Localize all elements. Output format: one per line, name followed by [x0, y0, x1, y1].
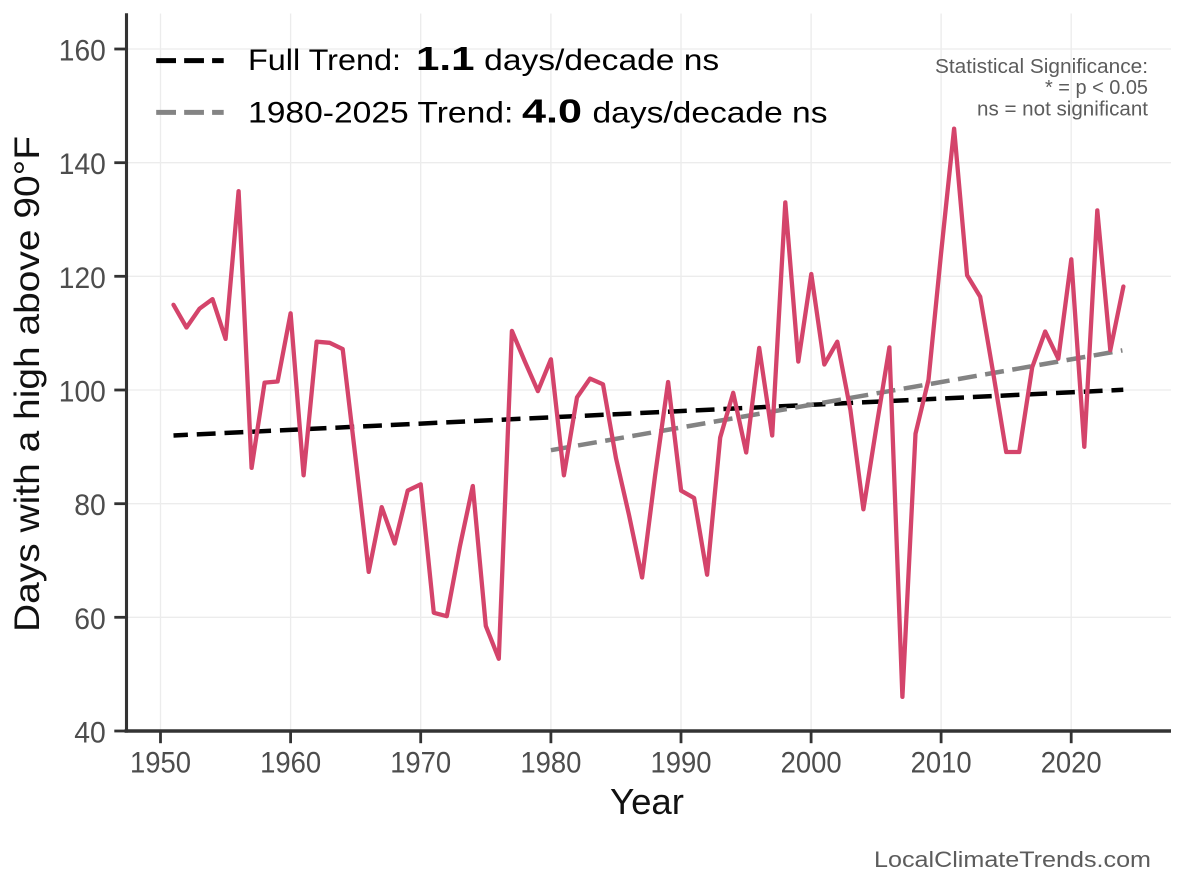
svg-text:1980: 1980	[520, 747, 581, 780]
svg-text:days/decade ns: days/decade ns	[593, 97, 828, 130]
svg-text:days/decade ns: days/decade ns	[484, 44, 719, 77]
svg-text:80: 80	[74, 489, 106, 522]
svg-text:Year: Year	[610, 781, 684, 822]
svg-text:40: 40	[74, 717, 106, 750]
svg-text:1.1: 1.1	[416, 40, 475, 77]
svg-text:2000: 2000	[781, 747, 842, 780]
svg-text:LocalClimateTrends.com: LocalClimateTrends.com	[874, 847, 1151, 872]
svg-text:160: 160	[59, 35, 106, 68]
svg-text:Full Trend:: Full Trend:	[248, 44, 401, 77]
svg-text:1990: 1990	[651, 747, 712, 780]
svg-text:140: 140	[59, 148, 106, 181]
svg-text:1980-2025 Trend:: 1980-2025 Trend:	[248, 97, 513, 130]
svg-text:Days with a high above 90°F: Days with a high above 90°F	[8, 136, 47, 632]
svg-text:* = p < 0.05: * = p < 0.05	[1045, 77, 1148, 99]
svg-text:4.0: 4.0	[522, 93, 582, 130]
svg-text:60: 60	[74, 603, 106, 636]
svg-text:120: 120	[59, 262, 106, 295]
svg-text:ns = not significant: ns = not significant	[977, 99, 1148, 121]
svg-text:2020: 2020	[1041, 747, 1102, 780]
svg-text:1950: 1950	[130, 747, 191, 780]
svg-text:1970: 1970	[390, 747, 451, 780]
svg-text:Statistical Significance:: Statistical Significance:	[935, 56, 1148, 78]
svg-text:100: 100	[59, 376, 106, 409]
svg-text:1960: 1960	[260, 747, 321, 780]
svg-text:2010: 2010	[911, 747, 972, 780]
